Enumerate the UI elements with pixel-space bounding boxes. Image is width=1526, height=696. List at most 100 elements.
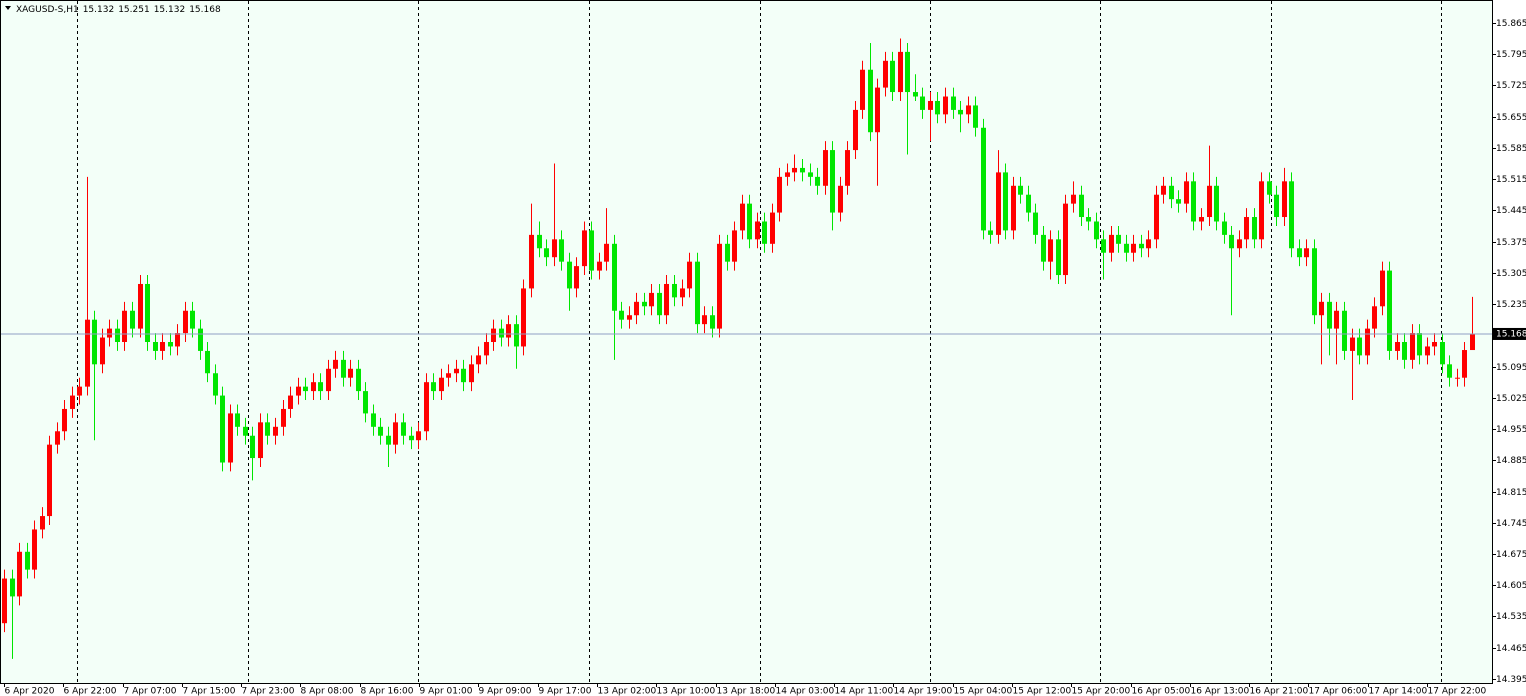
candle-body bbox=[318, 382, 323, 392]
candle-body bbox=[175, 333, 180, 347]
chart-header: XAGUSD-S,H1 15.132 15.251 15.132 15.168 bbox=[16, 5, 221, 15]
candle-body bbox=[808, 172, 813, 177]
menu-arrow[interactable] bbox=[5, 6, 11, 10]
candle-body bbox=[273, 426, 278, 436]
y-tick-label: 15.585 bbox=[1496, 144, 1526, 154]
candle-body bbox=[1071, 194, 1076, 204]
candle-body bbox=[1063, 203, 1068, 276]
y-tick-label: 14.605 bbox=[1496, 581, 1526, 591]
candle-body bbox=[1026, 194, 1031, 213]
candle-body bbox=[544, 248, 549, 258]
candle-body bbox=[1387, 270, 1392, 351]
x-tick-label: 7 Apr 15:00 bbox=[183, 687, 236, 696]
candle-body bbox=[1357, 337, 1362, 356]
candle-body bbox=[386, 435, 391, 445]
candle-body bbox=[205, 350, 210, 374]
candle-body bbox=[875, 87, 880, 133]
candle-body bbox=[1139, 243, 1144, 249]
candle-body bbox=[92, 319, 97, 365]
candle-body bbox=[62, 408, 67, 432]
candle-body bbox=[898, 51, 903, 93]
candle-body bbox=[476, 355, 481, 365]
candle-body bbox=[250, 435, 255, 459]
candle-body bbox=[25, 551, 30, 570]
candle-body bbox=[1169, 185, 1174, 200]
candle-body bbox=[190, 310, 195, 329]
candle-body bbox=[341, 359, 346, 378]
candle-body bbox=[604, 243, 609, 262]
candle-body bbox=[348, 368, 353, 378]
candle-body bbox=[107, 328, 112, 338]
candle-body bbox=[988, 230, 993, 235]
x-tick-label: 15 Apr 04:00 bbox=[954, 687, 1013, 696]
candle-body bbox=[890, 60, 895, 93]
candle-body bbox=[1402, 342, 1407, 360]
candle-body bbox=[845, 150, 850, 186]
candle-body bbox=[1274, 194, 1279, 218]
candle-body bbox=[687, 261, 692, 289]
candle-body bbox=[559, 239, 564, 262]
candle-body bbox=[1470, 333, 1475, 351]
candle-body bbox=[1109, 234, 1114, 253]
candle-body bbox=[378, 426, 383, 436]
candle-body bbox=[966, 105, 971, 115]
candle-body bbox=[393, 422, 398, 445]
candle-body bbox=[574, 266, 579, 289]
candle-body bbox=[1003, 172, 1008, 231]
candle-body bbox=[1410, 333, 1415, 360]
candle-body bbox=[1259, 181, 1264, 240]
candle-body bbox=[582, 230, 587, 267]
candle-body bbox=[642, 301, 647, 307]
candle-body bbox=[725, 243, 730, 262]
candle-body bbox=[1222, 221, 1227, 235]
chart-title: XAGUSD-S,H1 bbox=[16, 5, 79, 15]
y-tick-label: 15.095 bbox=[1496, 363, 1526, 373]
candle-body bbox=[664, 283, 669, 316]
candle-body bbox=[514, 324, 519, 347]
candle-body bbox=[1079, 194, 1084, 218]
candle-body bbox=[1462, 350, 1467, 378]
candle-body bbox=[235, 413, 240, 427]
candle-body bbox=[77, 386, 82, 396]
x-tick-label: 6 Apr 2020 bbox=[5, 687, 55, 696]
candle-body bbox=[1094, 221, 1099, 240]
candle-body bbox=[702, 315, 707, 325]
candle-body bbox=[920, 96, 925, 110]
candle-body bbox=[1086, 217, 1091, 222]
candle-body bbox=[710, 315, 715, 329]
candle-body bbox=[409, 435, 414, 441]
candle-body bbox=[589, 230, 594, 271]
candle-body bbox=[597, 261, 602, 271]
y-tick-label: 15.655 bbox=[1496, 113, 1526, 123]
candle-body bbox=[1033, 212, 1038, 235]
candle-body bbox=[138, 283, 143, 329]
candle-body bbox=[1319, 301, 1324, 316]
candle-body bbox=[258, 422, 263, 459]
candle-body bbox=[1229, 234, 1234, 249]
candle-body bbox=[740, 203, 745, 231]
y-tick-label: 15.725 bbox=[1496, 81, 1526, 91]
candle-body bbox=[32, 529, 37, 570]
x-tick-label: 9 Apr 01:00 bbox=[420, 687, 473, 696]
y-tick-label: 14.955 bbox=[1496, 425, 1526, 435]
candle-body bbox=[1154, 194, 1159, 240]
last-low: 15.132 bbox=[154, 5, 186, 15]
candle-body bbox=[85, 319, 90, 387]
candle-body bbox=[762, 221, 767, 244]
candle-body bbox=[973, 105, 978, 128]
candle-body bbox=[1161, 185, 1166, 195]
candle-body bbox=[213, 373, 218, 396]
candle-body bbox=[1425, 346, 1430, 356]
candle-body bbox=[1417, 333, 1422, 356]
candle-body bbox=[198, 328, 203, 351]
candle-body bbox=[469, 364, 474, 383]
candle-body bbox=[770, 212, 775, 244]
candle-body bbox=[1176, 199, 1181, 204]
candle-body bbox=[1312, 248, 1317, 316]
candle-body bbox=[484, 342, 489, 356]
candle-body bbox=[552, 239, 557, 258]
candle-body bbox=[1116, 234, 1121, 244]
candle-body bbox=[1282, 181, 1287, 218]
candle-body bbox=[680, 288, 685, 298]
y-tick-label: 15.445 bbox=[1496, 206, 1526, 216]
